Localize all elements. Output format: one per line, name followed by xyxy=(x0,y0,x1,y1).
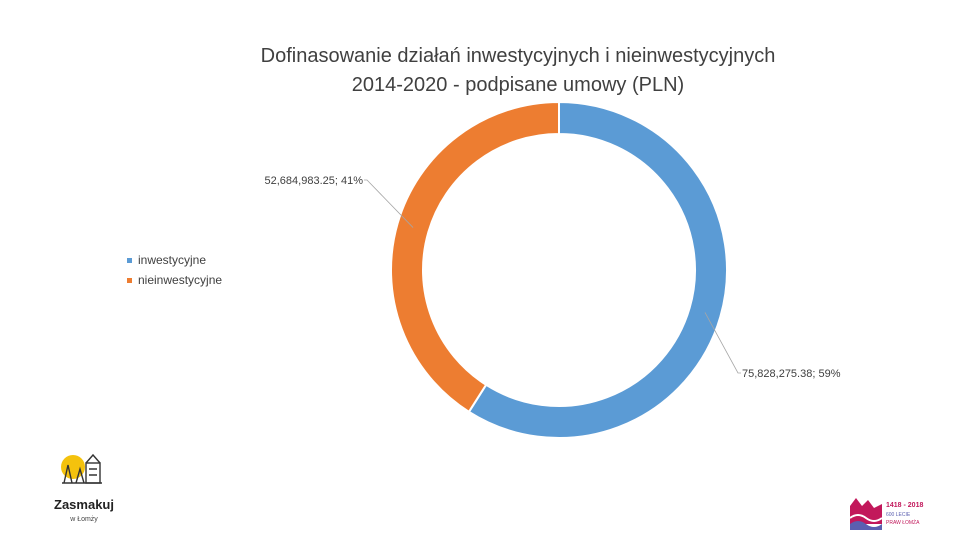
chart-title: Dofinasowanie działań inwestycyjnych i n… xyxy=(0,42,960,100)
legend-label-nieinwestycyjne: nieinwestycyjne xyxy=(138,273,223,287)
logo-left-line1: Zasmakuj xyxy=(54,497,114,512)
600-lecie-logo: 1418 - 2018 600 LECIE PRAW ŁOMŻA xyxy=(849,498,923,530)
legend-item-nieinwestycyjne: nieinwestycyjne xyxy=(127,270,222,290)
leader-line-nieinwestycyjne xyxy=(364,179,414,228)
logo-right-line2: 600 LECIE xyxy=(886,512,911,518)
chart-title-line2: 2014-2020 - podpisane umowy (PLN) xyxy=(351,74,685,96)
data-label-nieinwestycyjne: 52,684,983.25; 41% xyxy=(265,175,364,187)
chart-title-line1: Dofinasowanie działań inwestycyjnych i n… xyxy=(260,45,776,67)
donut-slice-nieinwestycyjne xyxy=(390,100,560,414)
logo-right-line1: 1418 - 2018 xyxy=(886,502,923,509)
slices-layer xyxy=(390,100,728,439)
legend-label-inwestycyjne: inwestycyjne xyxy=(138,253,207,267)
labels-layer: 75,828,275.38; 59% 52,684,983.25; 41% xyxy=(265,175,841,380)
logo-left-line2: w Łomży xyxy=(69,516,98,523)
legend-swatch-inwestycyjne xyxy=(127,257,132,263)
chart-legend: inwestycyjne nieinwestycyjne xyxy=(127,250,222,290)
logo-right-line3: PRAW ŁOMŻA xyxy=(886,519,920,526)
legend-item-inwestycyjne: inwestycyjne xyxy=(127,250,222,270)
data-label-inwestycyjne: 75,828,275.38; 59% xyxy=(742,368,841,380)
leaders-layer xyxy=(364,179,741,374)
donut-slice-inwestycyjne xyxy=(467,100,728,439)
leader-line-inwestycyjne xyxy=(704,312,741,374)
legend-swatch-nieinwestycyjne xyxy=(127,277,132,283)
zasmakuj-logo: Zasmakuj w Łomży xyxy=(28,447,140,527)
